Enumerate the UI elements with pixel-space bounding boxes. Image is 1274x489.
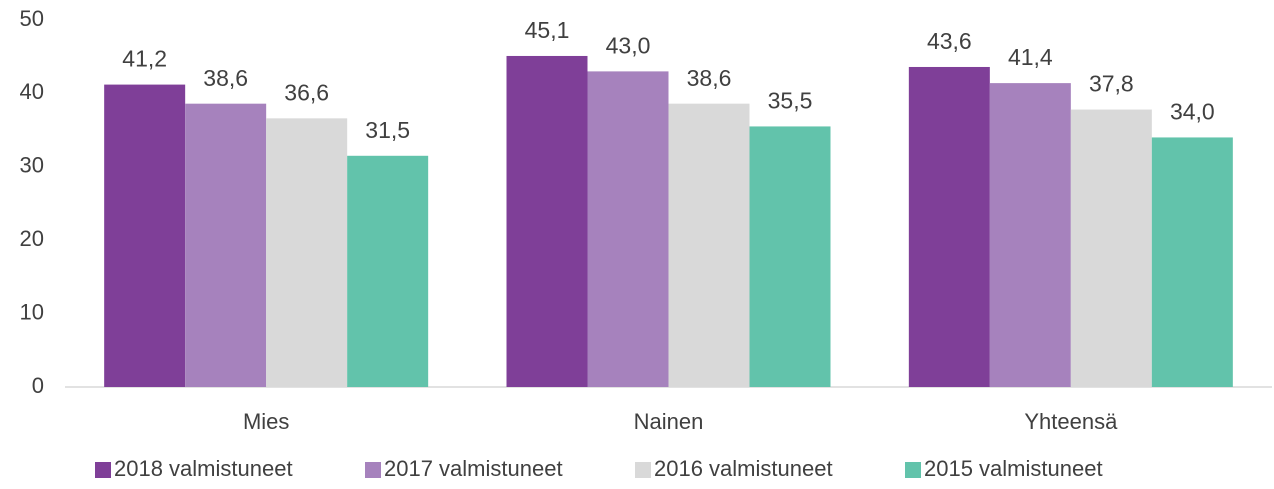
- bar: [989, 83, 1071, 388]
- x-tick-label: Nainen: [634, 409, 704, 434]
- bar: [347, 155, 429, 387]
- data-label: 37,8: [1089, 71, 1134, 97]
- data-label: 36,6: [284, 79, 329, 105]
- y-tick-label: 50: [20, 6, 44, 31]
- legend-swatch: [365, 462, 381, 478]
- y-tick-label: 40: [20, 79, 44, 104]
- data-label: 43,6: [927, 28, 972, 54]
- data-label: 43,0: [606, 32, 651, 58]
- data-label: 35,5: [768, 88, 813, 114]
- bar: [749, 126, 831, 388]
- data-label: 45,1: [525, 17, 570, 43]
- data-label: 34,0: [1170, 99, 1215, 125]
- data-label: 38,6: [687, 65, 732, 91]
- bar: [185, 103, 267, 388]
- legend-swatch: [95, 462, 111, 478]
- bar: [506, 55, 588, 387]
- legend-label: 2018 valmistuneet: [114, 456, 293, 481]
- legend-swatch: [635, 462, 651, 478]
- data-label: 41,4: [1008, 44, 1053, 70]
- bar: [1070, 109, 1152, 387]
- bar: [1151, 137, 1233, 387]
- x-tick-label: Mies: [243, 409, 289, 434]
- legend-swatch: [905, 462, 921, 478]
- data-label: 31,5: [365, 117, 410, 143]
- bar: [587, 71, 669, 387]
- legend-label: 2016 valmistuneet: [654, 456, 833, 481]
- bar: [908, 66, 990, 387]
- y-tick-label: 30: [20, 153, 44, 178]
- x-tick-label: Yhteensä: [1024, 409, 1118, 434]
- legend-label: 2017 valmistuneet: [384, 456, 563, 481]
- legend-label: 2015 valmistuneet: [924, 456, 1103, 481]
- y-tick-label: 0: [32, 373, 44, 398]
- bar: [104, 84, 186, 387]
- data-label: 41,2: [122, 46, 167, 72]
- y-tick-label: 10: [20, 299, 44, 324]
- bar: [266, 118, 348, 387]
- bar: [668, 103, 750, 388]
- y-tick-label: 20: [20, 226, 44, 251]
- data-label: 38,6: [203, 65, 248, 91]
